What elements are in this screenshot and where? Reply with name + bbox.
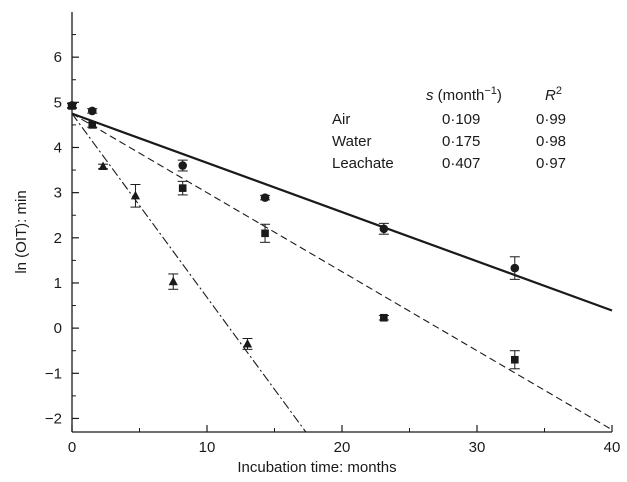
x-tick-label: 0 <box>68 439 76 456</box>
legend-header-s-symbol: s <box>426 87 434 104</box>
legend-r2-leachate: 0·97 <box>536 155 566 172</box>
legend-name-air: Air <box>332 111 350 128</box>
y-axis-title: ln (OIT): min <box>13 190 30 273</box>
y-tick-label: −1 <box>45 365 62 382</box>
legend-slope-leachate: 0·407 <box>442 155 480 172</box>
data-point-water <box>178 184 187 192</box>
legend-r2-air: 0·99 <box>536 111 566 128</box>
y-tick-label: 5 <box>54 94 62 111</box>
x-axis-title: Incubation time: months <box>237 459 396 476</box>
data-point-air <box>379 224 389 234</box>
data-point-air <box>178 161 187 170</box>
fit-line-leachate <box>71 113 307 433</box>
y-tick-label: −2 <box>45 410 62 427</box>
y-tick-label: 6 <box>54 49 62 66</box>
y-tick-label: 3 <box>54 185 62 202</box>
y-tick-label: 0 <box>54 320 62 337</box>
x-ticks: 0 10 20 30 40 <box>68 425 621 456</box>
legend-slope-air: 0·109 <box>442 111 480 128</box>
legend-header-slope: s (month−1) <box>426 85 502 104</box>
x-tick-label: 10 <box>199 439 216 456</box>
data-point-water <box>511 355 519 364</box>
y-tick-label: 2 <box>54 230 62 247</box>
data-point-air <box>87 106 97 116</box>
fit-line-water <box>71 113 613 431</box>
legend-header-r-symbol: R <box>545 87 556 104</box>
legend-header-s-exponent: −1 <box>484 85 497 97</box>
data-point-water <box>261 229 269 238</box>
y-ticks: −2 −1 0 1 2 3 4 5 6 <box>45 34 79 427</box>
legend-header-r2: R2 <box>545 85 562 104</box>
legend-rows: Air 0·109 0·99 Water 0·175 0·98 Leachate 0·407 0… <box>332 111 566 172</box>
axes: 0 10 20 30 40 −2 −1 0 1 2 3 4 5 6 <box>45 12 620 456</box>
legend-name-leachate: Leachate <box>332 155 394 172</box>
data-point-air <box>510 263 520 273</box>
legend-header-s-unit: (month <box>434 87 485 104</box>
y-tick-label: 1 <box>54 275 62 292</box>
data-point-leachate <box>130 190 141 200</box>
fit-line-air <box>71 112 613 312</box>
data-point-water <box>88 121 97 129</box>
x-tick-label: 30 <box>469 439 486 456</box>
legend-name-water: Water <box>332 133 371 150</box>
legend-header-r-exponent: 2 <box>556 85 562 97</box>
fit-lines <box>71 112 613 433</box>
y-tick-label: 4 <box>54 139 62 156</box>
legend-header-s-close: ) <box>497 87 502 104</box>
legend-slope-water: 0·175 <box>442 133 480 150</box>
data-point-water <box>380 313 388 322</box>
data-point-leachate <box>168 276 178 286</box>
data-point-leachate <box>242 338 253 348</box>
data-point-leachate <box>98 161 108 171</box>
x-tick-label: 20 <box>334 439 351 456</box>
x-tick-label: 40 <box>604 439 621 456</box>
legend-r2-water: 0·98 <box>536 133 566 150</box>
data-point-air <box>260 193 270 202</box>
legend-table: s (month−1) R2 Air 0·109 0·99 Water 0·175 0·9… <box>332 85 566 172</box>
